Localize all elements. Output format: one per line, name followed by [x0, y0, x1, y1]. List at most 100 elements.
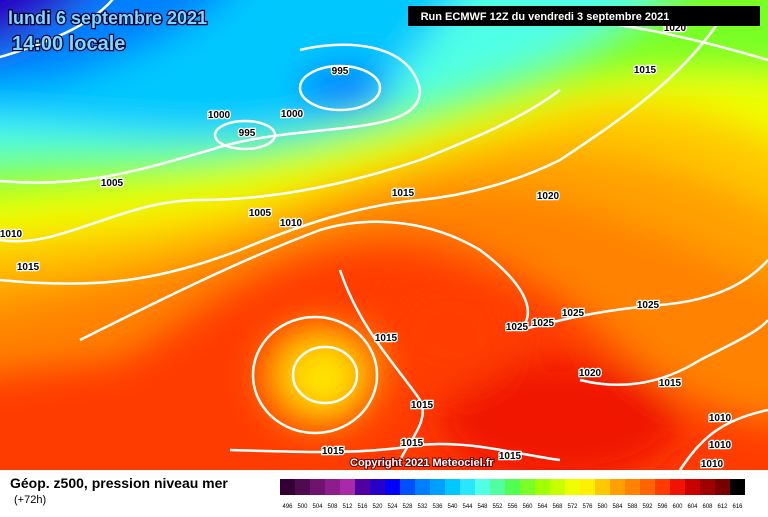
- colorbar-cell: [400, 479, 415, 495]
- colorbar-cell: [430, 479, 445, 495]
- isobar-label: 1020: [579, 368, 602, 379]
- run-box: [408, 6, 760, 26]
- colorbar-label: 576: [582, 504, 593, 510]
- isobar-label: 1025: [637, 300, 660, 311]
- colorbar-label: 604: [687, 504, 698, 510]
- colorbar-label: 548: [477, 504, 488, 510]
- legend-subtitle: (+72h): [14, 494, 46, 506]
- colorbar-label: 556: [507, 504, 518, 510]
- isobar-label: 1015: [375, 333, 398, 344]
- field: 995 1000 995 1000 1005 1010 1015 1005 10…: [0, 0, 768, 470]
- colorbar-label: 496: [282, 504, 293, 510]
- colorbar-cell: [415, 479, 430, 495]
- colorbar-label: 616: [732, 504, 743, 510]
- colorbar-cell: [670, 479, 685, 495]
- colorbar-label: 500: [297, 504, 308, 510]
- colorbar-cell: [685, 479, 700, 495]
- isobar-label: 995: [332, 66, 349, 77]
- colorbar-label: 612: [717, 504, 728, 510]
- colorbar-cell: [565, 479, 580, 495]
- isobar-label: 1015: [322, 446, 345, 457]
- run-label: Run ECMWF 12Z du vendredi 3 septembre 20…: [421, 11, 670, 23]
- colorbar-cell: [505, 479, 520, 495]
- legend-title: Géop. z500, pression niveau mer: [10, 475, 228, 491]
- colorbar-cell: [295, 479, 310, 495]
- colorbar-cell: [520, 479, 535, 495]
- colorbar-label: 572: [567, 504, 578, 510]
- colorbar-label: 608: [702, 504, 713, 510]
- colorbar-cell: [715, 479, 730, 495]
- colorbar-label: 596: [657, 504, 668, 510]
- colorbar-label: 528: [402, 504, 413, 510]
- isobar-label: 1010: [280, 218, 303, 229]
- isobar-label: 1010: [0, 229, 23, 240]
- isobar-label: 1015: [499, 451, 522, 462]
- isobar-label: 1005: [101, 178, 124, 189]
- isobar-label: 1015: [659, 378, 682, 389]
- isobar-label: 1015: [17, 262, 40, 273]
- isobar-label: 1025: [532, 318, 555, 329]
- colorbar-label: 516: [357, 504, 368, 510]
- colorbar-label: 524: [387, 504, 398, 510]
- colorbar-label: 512: [342, 504, 353, 510]
- colorbar-cell: [640, 479, 655, 495]
- isobar-label: 1020: [537, 191, 560, 202]
- colorbar-label: 588: [627, 504, 638, 510]
- colorbar-cell: [655, 479, 670, 495]
- colorbar-label: 584: [612, 504, 623, 510]
- colorbar-cell: [355, 479, 370, 495]
- copyright: Copyright 2021 Meteociel.fr: [350, 457, 494, 469]
- colorbar-cell: [535, 479, 550, 495]
- colorbar: 496 500 504 508 512 516 520 524 528 532 536 540 544 5…: [280, 479, 745, 510]
- colorbar-label: 520: [372, 504, 383, 510]
- colorbar-cell: [550, 479, 565, 495]
- colorbar-cell: [700, 479, 715, 495]
- colorbar-label: 552: [492, 504, 503, 510]
- colorbar-label: 600: [672, 504, 683, 510]
- colorbar-cell: [460, 479, 475, 495]
- isobar-label: 1015: [401, 438, 424, 449]
- colorbar-cell: [580, 479, 595, 495]
- colorbar-label: 564: [537, 504, 548, 510]
- isobar-label: 1025: [506, 322, 529, 333]
- colorbar-label: 560: [522, 504, 533, 510]
- isobar-label: 1000: [281, 109, 304, 120]
- colorbar-cell: [625, 479, 640, 495]
- colorbar-cell: [595, 479, 610, 495]
- colorbar-label: 592: [642, 504, 653, 510]
- colorbar-cell: [280, 479, 295, 495]
- colorbar-cell: [445, 479, 460, 495]
- isobar-label: 1015: [634, 65, 657, 76]
- isobar-label: 1015: [411, 400, 434, 411]
- colorbar-label: 568: [552, 504, 563, 510]
- colorbar-cell: [610, 479, 625, 495]
- isobar-label: 1010: [701, 459, 724, 470]
- colorbar-label: 532: [417, 504, 428, 510]
- colorbar-cell: [475, 479, 490, 495]
- colorbar-label: 544: [462, 504, 473, 510]
- colorbar-cell: [340, 479, 355, 495]
- isobar-label: 995: [239, 128, 256, 139]
- isobar-label: 1010: [709, 413, 732, 424]
- date-label: lundi 6 septembre 2021: [8, 8, 207, 28]
- time-label: 14:00 locale: [12, 33, 125, 55]
- colorbar-label: 508: [327, 504, 338, 510]
- colorbar-cell: [370, 479, 385, 495]
- colorbar-cell: [325, 479, 340, 495]
- colorbar-label: 540: [447, 504, 458, 510]
- colorbar-label: 580: [597, 504, 608, 510]
- colorbar-label: 536: [432, 504, 443, 510]
- isobar-label: 1010: [709, 440, 732, 451]
- colorbar-cell: [730, 479, 745, 495]
- isobar-label: 1000: [208, 110, 231, 121]
- colorbar-cell: [310, 479, 325, 495]
- colorbar-label: 504: [312, 504, 323, 510]
- isobar-lines: [0, 0, 768, 470]
- isobar-label: 1005: [249, 208, 272, 219]
- isobar-label: 1025: [562, 308, 585, 319]
- colorbar-cell: [385, 479, 400, 495]
- colorbar-cell: [490, 479, 505, 495]
- isobar-labels: 995 1000 995 1000 1005 1010 1015 1005 10…: [0, 22, 733, 470]
